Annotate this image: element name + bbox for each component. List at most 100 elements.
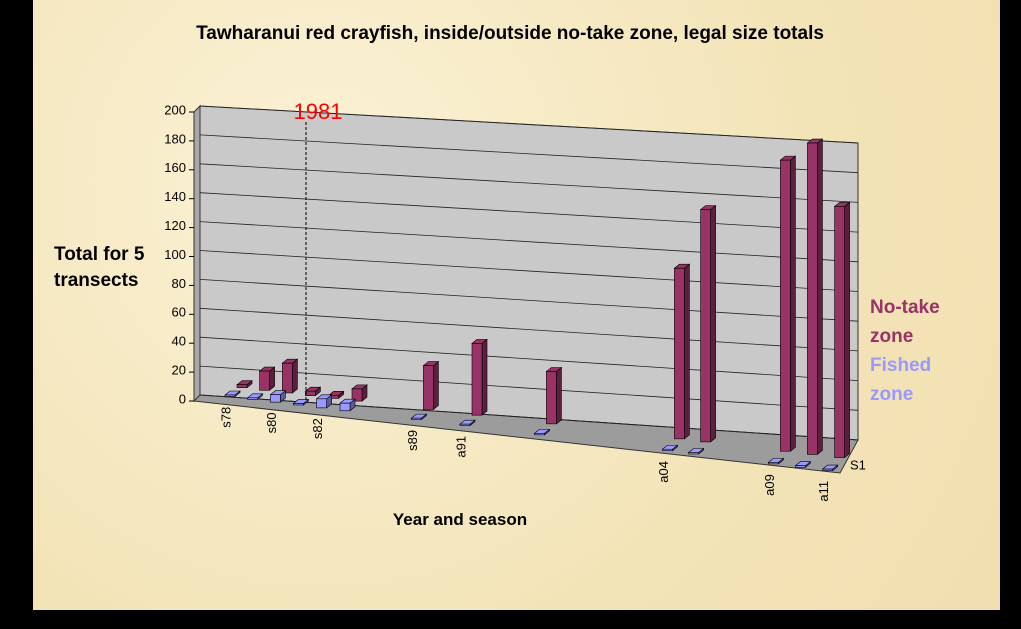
bar-side xyxy=(556,366,562,425)
bar xyxy=(351,384,368,402)
grid-line xyxy=(199,163,859,203)
annotation: 1981 xyxy=(294,99,343,124)
x-tick-label: s78 xyxy=(218,407,233,428)
bar-front xyxy=(834,206,845,458)
y-tick-label: 20 xyxy=(172,363,186,378)
chart-title: Tawharanui red crayfish, inside/outside … xyxy=(196,23,824,44)
bar xyxy=(258,366,276,391)
bar xyxy=(459,419,476,427)
y-tick-label: 40 xyxy=(172,334,186,349)
bar-front xyxy=(305,390,316,396)
bar xyxy=(673,263,691,440)
x-tick-label: a91 xyxy=(453,436,468,458)
bar xyxy=(821,464,839,472)
bar xyxy=(236,380,253,389)
grid-line xyxy=(199,394,859,441)
y-tick-label: 100 xyxy=(164,247,186,262)
bar xyxy=(422,360,440,411)
y-tick-label: 80 xyxy=(172,276,186,291)
legend: No-take zone Fished zone xyxy=(870,293,965,409)
bar xyxy=(315,394,333,409)
depth-label: S1 xyxy=(850,457,866,472)
x-tick-label: a11 xyxy=(816,481,831,502)
bar xyxy=(292,398,310,406)
x-tick-label: s89 xyxy=(405,430,420,451)
bar-side xyxy=(844,201,850,459)
bar-side xyxy=(710,205,716,443)
bar xyxy=(806,138,824,456)
bar-side xyxy=(481,338,488,416)
grid-line xyxy=(199,279,859,322)
bar-front xyxy=(795,465,806,468)
y-axis-label: Total for 5 transects xyxy=(54,244,145,291)
bar-front xyxy=(236,384,248,388)
bar xyxy=(833,201,851,459)
y-tick-label: 120 xyxy=(164,218,186,233)
bar-front xyxy=(282,362,293,394)
back-wall xyxy=(199,105,859,441)
bar xyxy=(545,366,563,425)
y-tick-label: 180 xyxy=(164,131,186,146)
bar xyxy=(269,390,287,403)
bar-front xyxy=(688,452,699,455)
bar xyxy=(281,358,299,394)
bar-front xyxy=(662,448,673,452)
bar-front xyxy=(259,370,270,391)
bar-front xyxy=(546,371,557,425)
bar xyxy=(699,205,717,443)
bar-front xyxy=(534,433,545,436)
bar xyxy=(410,413,428,421)
side-wall xyxy=(193,104,201,403)
grid-line xyxy=(199,105,859,144)
bar-front xyxy=(822,468,833,471)
bar xyxy=(661,444,679,452)
bar-front xyxy=(270,394,281,403)
bar-front xyxy=(351,388,363,402)
bar xyxy=(779,155,797,452)
bar-front xyxy=(674,267,685,440)
bar xyxy=(767,457,785,465)
bar-front xyxy=(459,423,471,426)
bar-front xyxy=(768,462,779,465)
x-tick-label: s80 xyxy=(264,412,279,433)
bar-side xyxy=(433,360,439,411)
grid-line xyxy=(199,134,859,174)
bar-front xyxy=(411,417,422,420)
bar-front xyxy=(247,397,258,400)
legend-entry: Fished zone xyxy=(870,355,932,405)
bar-side xyxy=(684,263,690,440)
grid-line xyxy=(199,336,859,381)
bar-front xyxy=(423,365,434,410)
x-tick-label: a04 xyxy=(656,461,671,483)
grid-line xyxy=(199,221,859,263)
bar xyxy=(224,390,241,398)
grid-line xyxy=(199,250,859,292)
bar xyxy=(471,338,488,416)
bar-front xyxy=(780,159,791,452)
bar-front xyxy=(316,398,327,409)
bar-side xyxy=(817,138,823,456)
bar-side xyxy=(292,358,298,394)
legend-entry: No-take zone xyxy=(870,297,940,347)
grid-line xyxy=(199,365,859,411)
bar-front xyxy=(807,142,818,455)
bar-front xyxy=(700,209,711,443)
bar-front xyxy=(339,402,351,412)
y-tick-label: 0 xyxy=(179,391,186,406)
bar xyxy=(339,398,356,412)
bar xyxy=(304,386,322,397)
bar xyxy=(687,447,705,455)
y-tick-label: 200 xyxy=(164,102,186,117)
y-tick-label: 160 xyxy=(164,160,186,175)
y-tick-label: 60 xyxy=(172,305,186,320)
bar xyxy=(327,390,345,399)
bar-front xyxy=(471,343,483,416)
bar xyxy=(533,428,551,436)
grid-line xyxy=(199,192,859,233)
bar-side xyxy=(790,155,796,452)
x-axis-label: Year and season xyxy=(392,510,528,529)
bar-front xyxy=(224,394,236,397)
x-tick-label: a09 xyxy=(762,474,777,496)
